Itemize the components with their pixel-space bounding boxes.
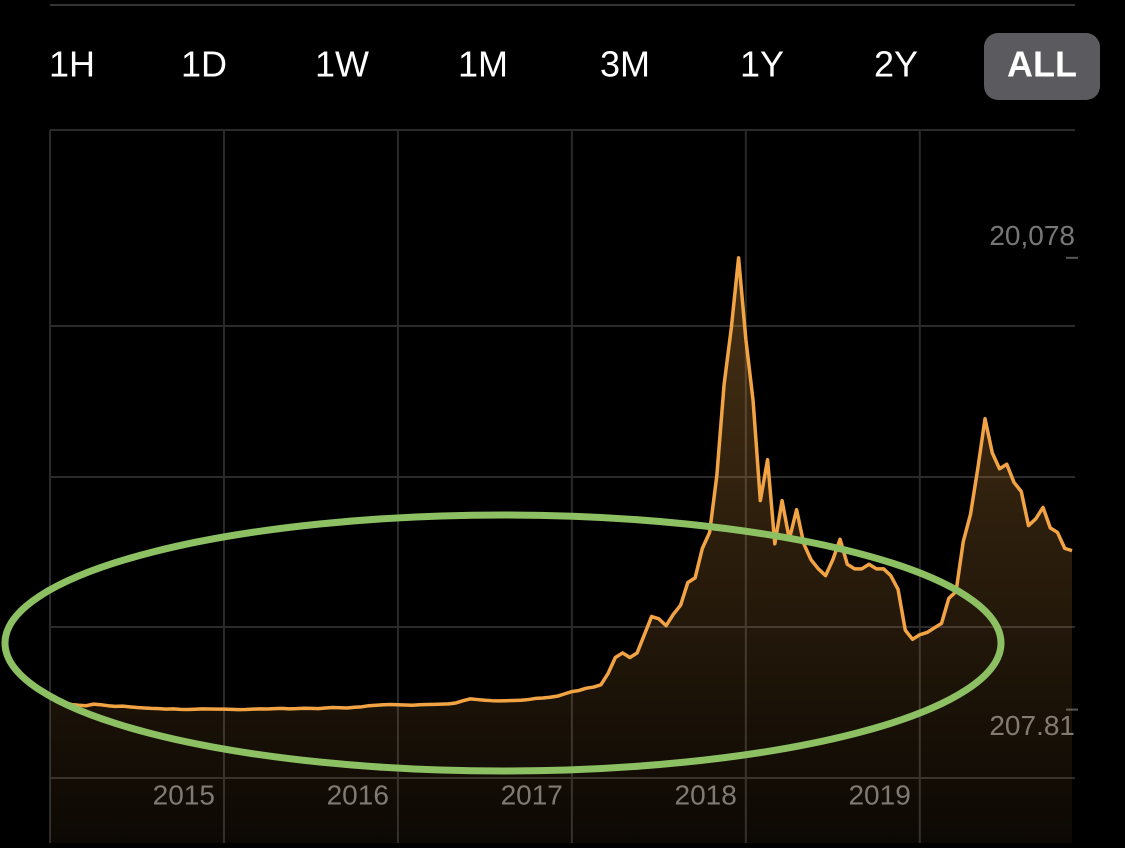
y-tick-label: 20,078 <box>989 220 1075 251</box>
range-tab[interactable]: 1H <box>49 44 95 85</box>
range-tab[interactable]: 1D <box>181 44 227 85</box>
range-tab[interactable]: 3M <box>600 44 650 85</box>
range-tab[interactable]: 1Y <box>740 44 784 85</box>
range-tab[interactable]: 2Y <box>874 44 918 85</box>
active-tab-bg <box>984 33 1100 100</box>
range-tab[interactable]: 1M <box>458 44 508 85</box>
plot: 2015201620172018201920,078207.81 <box>49 220 1078 844</box>
highlight-ellipse <box>1 511 1005 775</box>
range-tabs: 1H 1D 1W 1M 3M 1Y 2Y ALL <box>49 33 1100 100</box>
range-tab[interactable]: ALL <box>1007 44 1077 85</box>
price-line <box>49 256 1073 712</box>
range-tab[interactable]: 1W <box>315 44 369 85</box>
area <box>50 257 1072 844</box>
